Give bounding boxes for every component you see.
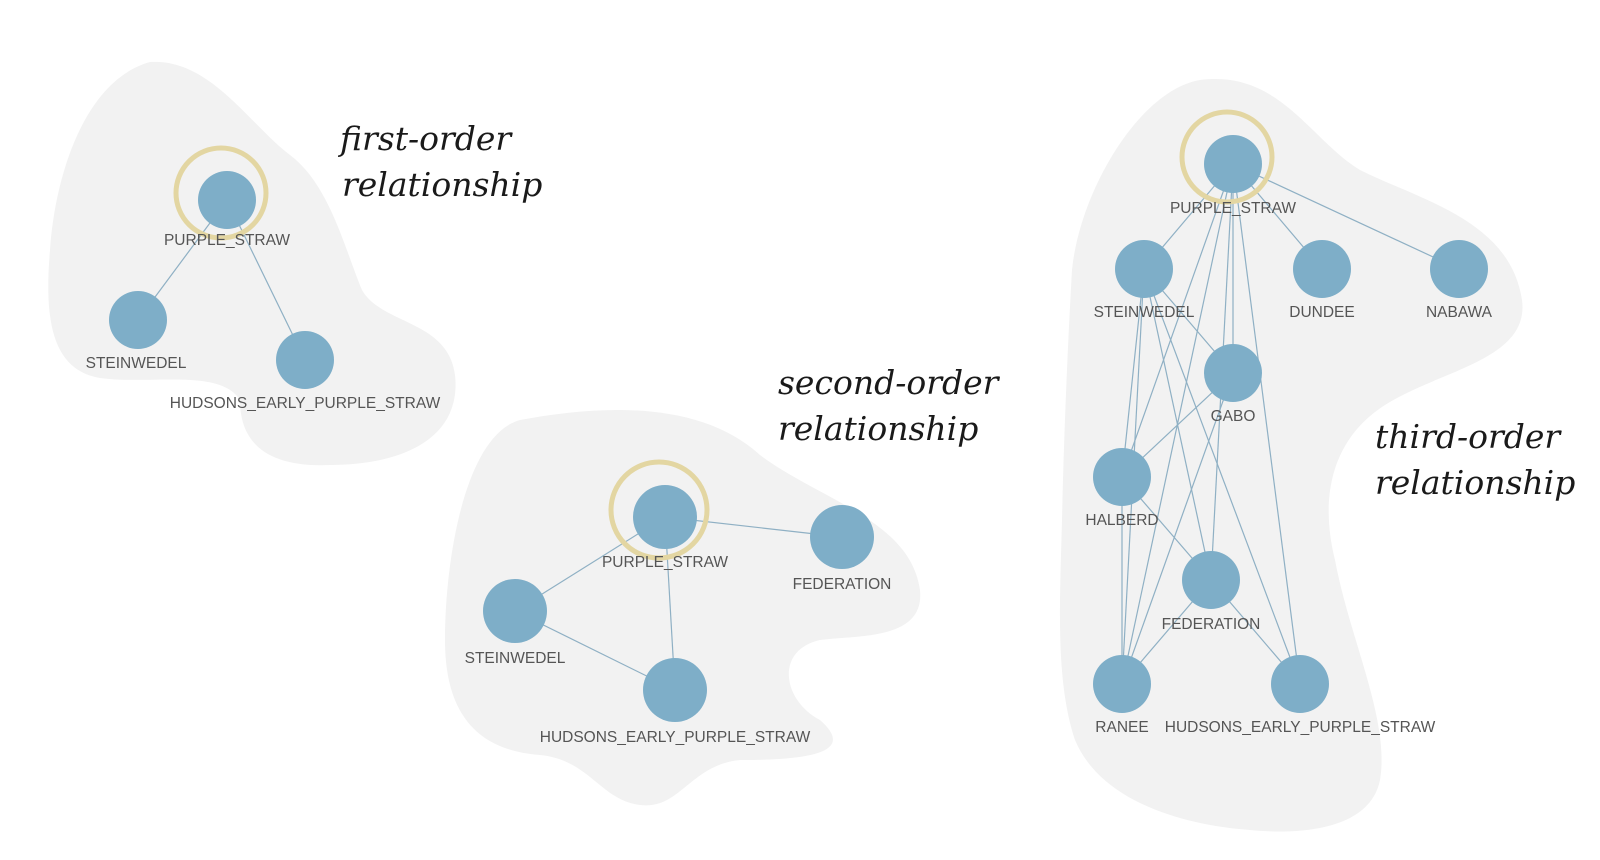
node-steinwedel[interactable]: STEINWEDEL — [465, 579, 566, 667]
node-circle[interactable] — [810, 505, 874, 569]
node-circle[interactable] — [1093, 448, 1151, 506]
node-steinwedel[interactable]: STEINWEDEL — [86, 291, 187, 372]
panel-third-order-caption: third-order relationship — [1375, 417, 1575, 502]
node-label: HUDSONS_EARLY_PURPLE_STRAW — [540, 729, 811, 746]
node-federation[interactable]: FEDERATION — [793, 505, 892, 593]
node-label: HUDSONS_EARLY_PURPLE_STRAW — [1165, 719, 1436, 736]
node-circle[interactable] — [633, 485, 697, 549]
node-label: NABAWA — [1426, 304, 1493, 321]
panel-second-order: PURPLE_STRAW FEDERATION STEINWEDEL HUDSONS_… — [445, 363, 1009, 806]
edge-gabo-to-ranee — [1121, 372, 1234, 685]
node-label: GABO — [1211, 408, 1256, 425]
node-label: HUDSONS_EARLY_PURPLE_STRAW — [170, 395, 441, 412]
panel-second-order-caption: second-order relationship — [778, 363, 1009, 448]
node-circle[interactable] — [198, 171, 256, 229]
root-highlight-ring — [173, 145, 269, 241]
node-circle[interactable] — [1293, 240, 1351, 298]
panel-first-order-caption-line: relationship — [342, 165, 542, 204]
node-purple-straw[interactable]: PURPLE_STRAW — [164, 145, 290, 249]
node-circle[interactable] — [1093, 655, 1151, 713]
node-circle[interactable] — [483, 579, 547, 643]
node-circle[interactable] — [1115, 240, 1173, 298]
node-label: FEDERATION — [793, 576, 892, 593]
node-circle[interactable] — [1204, 135, 1262, 193]
panel-third-order-nodes: PURPLE_STRAW STEINWEDEL DUNDEE NABAWA GABO HA… — [1085, 109, 1493, 736]
edge-purple-straw-to-hudsons-early-purple-straw — [226, 199, 306, 361]
panel-third-order-background — [1059, 79, 1523, 832]
edge-purple-straw-to-halberd — [1121, 163, 1234, 478]
node-dundee[interactable]: DUNDEE — [1289, 240, 1355, 321]
node-label: DUNDEE — [1289, 304, 1354, 321]
panel-third-order-caption-line: relationship — [1375, 463, 1575, 502]
node-label: STEINWEDEL — [465, 650, 566, 667]
node-halberd[interactable]: HALBERD — [1085, 448, 1159, 529]
root-highlight-ring — [1179, 109, 1275, 205]
node-circle[interactable] — [109, 291, 167, 349]
node-circle[interactable] — [1204, 344, 1262, 402]
node-hudsons-early-purple-straw[interactable]: HUDSONS_EARLY_PURPLE_STRAW — [540, 658, 811, 746]
node-hudsons-early-purple-straw[interactable]: HUDSONS_EARLY_PURPLE_STRAW — [1165, 655, 1436, 736]
node-purple-straw[interactable]: PURPLE_STRAW — [602, 459, 728, 571]
root-highlight-ring — [608, 459, 710, 561]
edge-purple-straw-to-hudsons-early-purple-straw — [1232, 163, 1301, 685]
panel-first-order-background — [48, 61, 456, 466]
panel-second-order-nodes: PURPLE_STRAW FEDERATION STEINWEDEL HUDSONS_… — [465, 459, 892, 746]
node-label: RANEE — [1095, 719, 1148, 736]
node-circle[interactable] — [1271, 655, 1329, 713]
panel-second-order-caption-line: second-order — [778, 363, 1001, 402]
node-steinwedel[interactable]: STEINWEDEL — [1094, 240, 1195, 321]
node-label: PURPLE_STRAW — [1170, 200, 1296, 217]
node-circle[interactable] — [1430, 240, 1488, 298]
edge-steinwedel-to-hudsons-early-purple-straw — [1143, 268, 1301, 685]
panel-first-order-caption: first-order relationship — [337, 119, 542, 204]
node-label: PURPLE_STRAW — [164, 232, 290, 249]
node-label: STEINWEDEL — [1094, 304, 1195, 321]
node-hudsons-early-purple-straw[interactable]: HUDSONS_EARLY_PURPLE_STRAW — [170, 331, 441, 412]
node-federation[interactable]: FEDERATION — [1162, 551, 1261, 633]
panel-second-order-caption-line: relationship — [778, 409, 978, 448]
node-circle[interactable] — [276, 331, 334, 389]
edge-purple-straw-to-nabawa — [1232, 163, 1460, 270]
panel-third-order-caption-line: third-order — [1375, 417, 1562, 456]
panel-first-order: PURPLE_STRAW STEINWEDEL HUDSONS_EARLY_PURP… — [48, 61, 542, 466]
panel-first-order-nodes: PURPLE_STRAW STEINWEDEL HUDSONS_EARLY_PURP… — [86, 145, 441, 412]
node-label: HALBERD — [1085, 512, 1158, 529]
node-purple-straw[interactable]: PURPLE_STRAW — [1170, 109, 1296, 217]
node-label: FEDERATION — [1162, 616, 1261, 633]
panel-third-order: PURPLE_STRAW STEINWEDEL DUNDEE NABAWA GABO HA… — [1059, 79, 1575, 832]
node-gabo[interactable]: GABO — [1204, 344, 1262, 425]
node-label: STEINWEDEL — [86, 355, 187, 372]
node-circle[interactable] — [1182, 551, 1240, 609]
node-ranee[interactable]: RANEE — [1093, 655, 1151, 736]
node-label: PURPLE_STRAW — [602, 554, 728, 571]
node-nabawa[interactable]: NABAWA — [1426, 240, 1493, 321]
node-circle[interactable] — [643, 658, 707, 722]
panel-first-order-caption-line: first-order — [337, 119, 513, 158]
edge-steinwedel-to-halberd — [1121, 268, 1145, 478]
panel-second-order-background — [445, 409, 921, 806]
